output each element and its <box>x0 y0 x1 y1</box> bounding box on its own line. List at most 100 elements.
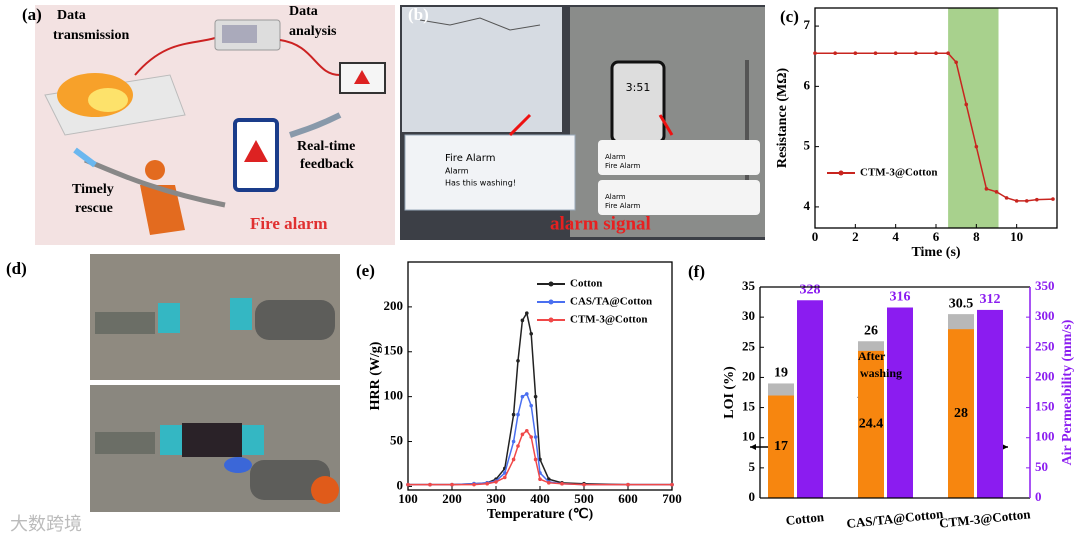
flame <box>224 457 252 473</box>
point <box>1004 196 1009 200</box>
point <box>529 332 533 336</box>
y2-tick-label: 350 <box>1035 278 1055 293</box>
caption: alarm signal <box>550 213 651 234</box>
y-tick-label: 0 <box>749 489 756 504</box>
bar <box>768 395 794 498</box>
highlight <box>948 8 999 228</box>
clip <box>160 425 182 455</box>
point <box>472 482 476 487</box>
analyzer-screen <box>222 25 257 43</box>
screen-plot <box>419 17 541 31</box>
point <box>813 51 817 56</box>
panel-label: (a) <box>22 5 42 24</box>
point <box>954 60 958 65</box>
label: Real-time <box>297 139 355 154</box>
panel-label: (d) <box>6 259 27 278</box>
torch <box>250 460 330 500</box>
axis-arrow-head <box>750 444 756 450</box>
series-line <box>408 392 672 486</box>
x-tick-label: 300 <box>486 491 506 506</box>
value-label: 26 <box>864 323 878 338</box>
point <box>520 394 525 399</box>
x-axis-label: Temperature (℃) <box>487 507 594 522</box>
x-axis-label: Time (s) <box>911 245 960 260</box>
y-axis-label: HRR (W/g) <box>368 341 383 410</box>
point <box>1035 197 1039 202</box>
y-tick-label: 100 <box>384 388 404 403</box>
label: rescue <box>75 201 113 216</box>
point <box>520 318 525 323</box>
screen <box>402 7 562 132</box>
clip <box>158 303 180 333</box>
wire <box>279 39 341 76</box>
label: transmission <box>53 28 129 43</box>
y-tick-label: 150 <box>384 343 404 358</box>
legend-marker <box>548 299 554 305</box>
point <box>946 51 950 56</box>
point <box>893 51 898 56</box>
label: Data <box>289 4 318 19</box>
point <box>503 471 507 475</box>
y2-tick-label: 200 <box>1035 368 1055 383</box>
popup <box>404 134 576 211</box>
point <box>853 51 858 56</box>
torch-cap <box>311 476 339 504</box>
point <box>485 481 490 486</box>
value-label: 28 <box>954 406 968 421</box>
point <box>547 481 551 485</box>
y-tick-label: 25 <box>742 338 756 353</box>
point <box>1014 199 1019 203</box>
point <box>520 432 525 437</box>
x-tick-label: 200 <box>442 491 462 506</box>
label: feedback <box>300 157 354 172</box>
point <box>974 144 979 149</box>
point <box>533 457 538 462</box>
point <box>1051 197 1055 201</box>
popup-line: Alarm <box>445 167 469 176</box>
y-tick-label: 0 <box>397 477 404 492</box>
point <box>511 439 516 444</box>
x-tick-label: 2 <box>852 229 859 244</box>
popup-note: Has this washing! <box>445 179 516 188</box>
point <box>873 51 878 56</box>
point <box>560 481 564 486</box>
x-tick-label: 600 <box>618 491 638 506</box>
y-tick-label: 200 <box>384 298 404 313</box>
y-tick-label: 5 <box>804 138 811 153</box>
legend-label: CTM-3@Cotton <box>860 167 937 179</box>
bar <box>858 350 884 498</box>
x-tick-label: CAS/TA@Cotton <box>846 506 945 531</box>
notification-text: Alarm <box>605 153 626 161</box>
y-tick-label: 35 <box>742 278 756 293</box>
panel-label: (e) <box>356 261 375 280</box>
burnt-fabric <box>182 423 242 457</box>
point <box>511 412 516 417</box>
y-tick-label: 4 <box>804 198 811 213</box>
point <box>503 475 507 480</box>
point <box>670 482 674 487</box>
point <box>450 482 454 487</box>
wire <box>134 37 216 76</box>
y-axis-label: Resistance (MΩ) <box>775 68 790 169</box>
legend-label: Cotton <box>570 278 602 290</box>
point <box>529 403 533 408</box>
point <box>533 394 538 399</box>
y-axis-label: LOI (%) <box>722 366 737 419</box>
clip <box>230 298 252 330</box>
legend-marker <box>548 281 554 287</box>
label: Timely <box>72 182 114 197</box>
x-tick-label: 500 <box>574 491 594 506</box>
annotation: washing <box>860 366 902 380</box>
notification-text: Fire Alarm <box>605 162 640 170</box>
phone-time: 3:51 <box>626 81 651 94</box>
y2-tick-label: 250 <box>1035 338 1055 353</box>
axis-arrow-head <box>1002 444 1008 450</box>
x-tick-label: 6 <box>933 229 940 244</box>
point <box>994 190 999 194</box>
point <box>914 51 918 56</box>
point <box>525 392 529 396</box>
panel-label: (c) <box>780 7 799 26</box>
point <box>406 482 410 487</box>
y2-tick-label: 150 <box>1035 399 1055 414</box>
y-tick-label: 5 <box>749 459 756 474</box>
